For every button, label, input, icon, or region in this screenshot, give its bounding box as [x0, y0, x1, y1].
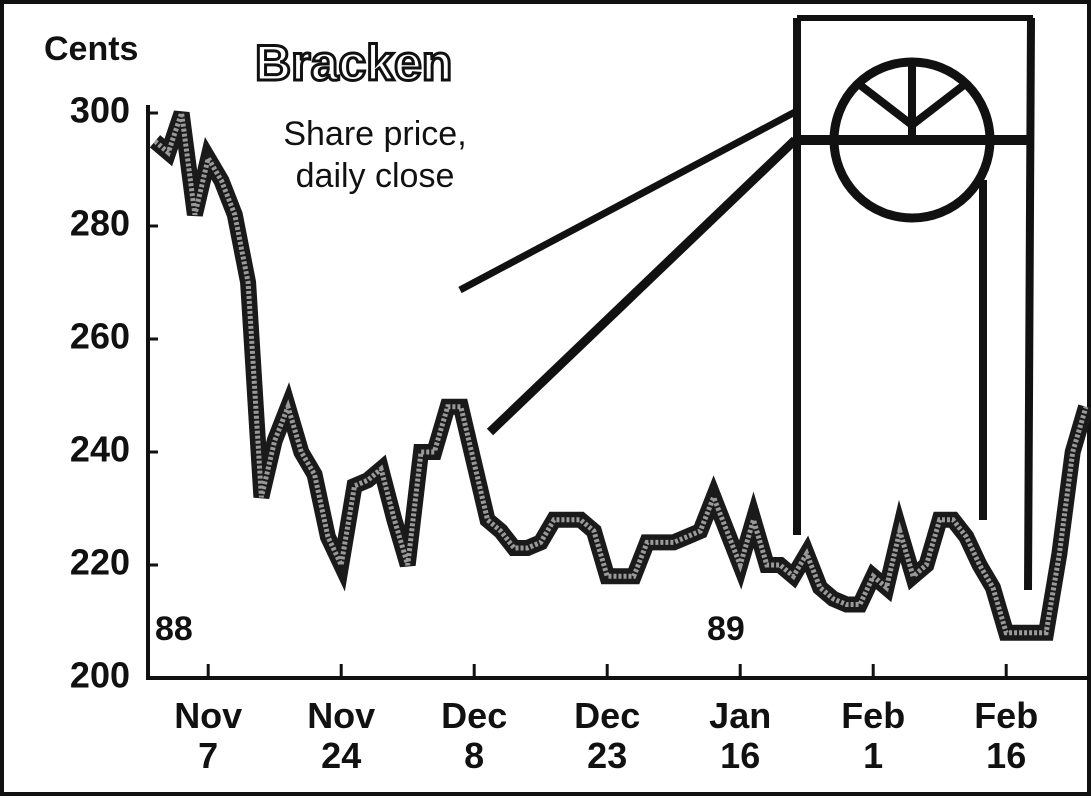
x-tick-label: Nov 24	[307, 695, 375, 776]
x-tick-label: Nov 7	[174, 695, 242, 776]
chart-title: Bracken	[255, 35, 452, 91]
x-tick-label: Feb 16	[974, 695, 1038, 776]
annotation: 88	[155, 610, 193, 648]
y-axis-label: Cents	[44, 30, 138, 68]
y-tick-label: 240	[70, 429, 130, 470]
y-tick-label: 300	[70, 90, 130, 131]
chart-subtitle: Share price, daily close	[283, 115, 466, 195]
annotation: 89	[707, 610, 745, 648]
y-tick-label: 200	[70, 655, 130, 696]
x-tick-label: Jan 16	[709, 695, 771, 776]
x-tick-label: Feb 1	[841, 695, 905, 776]
y-tick-label: 280	[70, 203, 130, 244]
decoration	[458, 15, 1035, 591]
x-tick-label: Dec 23	[574, 695, 640, 776]
y-tick-label: 220	[70, 542, 130, 583]
subtitle-line: daily close	[296, 157, 455, 195]
x-tick-label: Dec 8	[441, 695, 507, 776]
price-line-highlight	[153, 112, 1089, 636]
subtitle-line: Share price,	[283, 115, 466, 153]
y-tick-label: 260	[70, 316, 130, 357]
